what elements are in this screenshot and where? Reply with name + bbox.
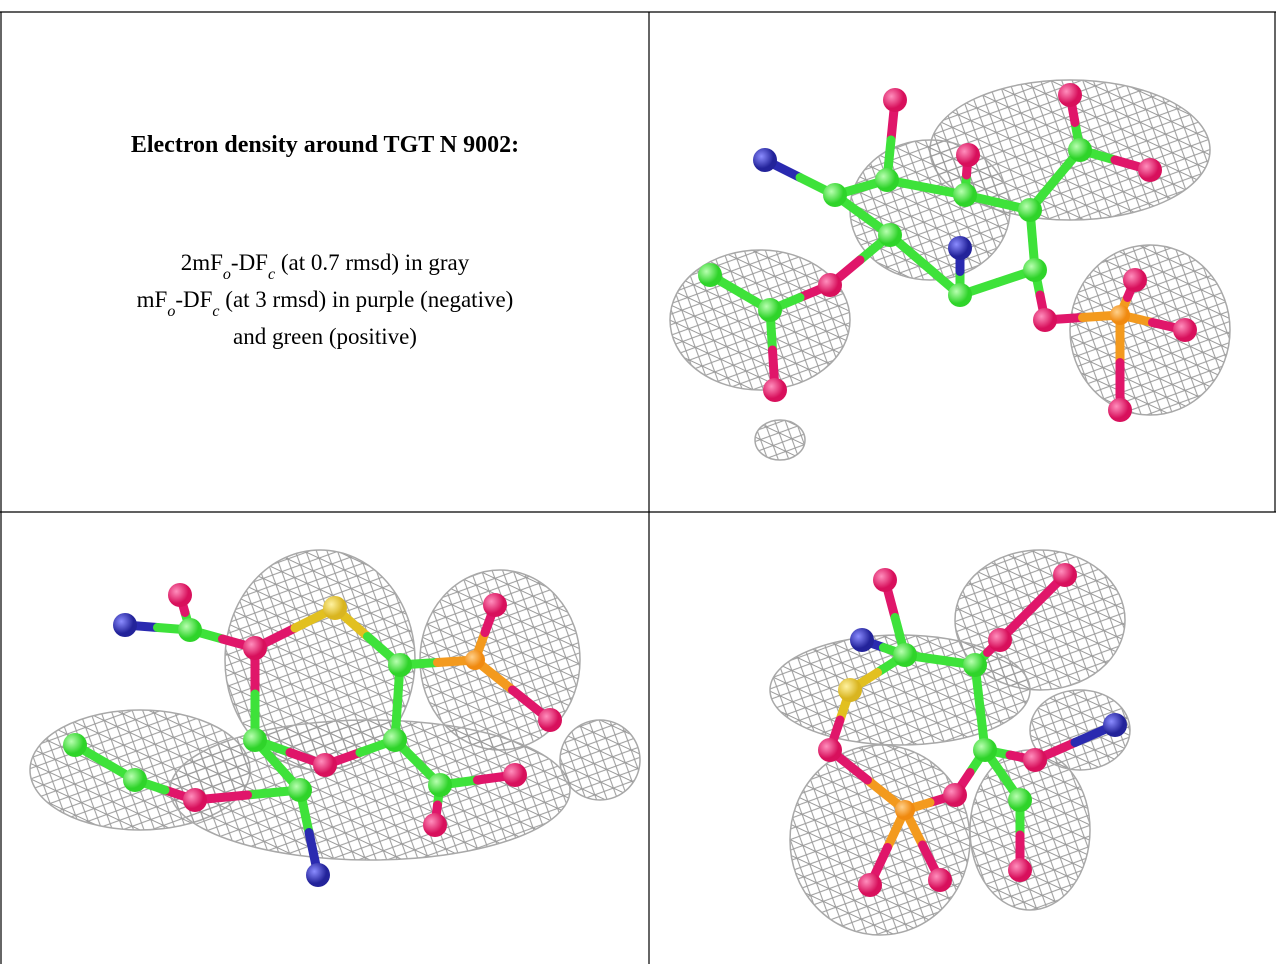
density-mesh [169, 719, 571, 861]
atom [818, 738, 842, 762]
atom [956, 143, 980, 167]
atom [1008, 788, 1032, 812]
molecule-renders [29, 79, 1231, 936]
atom [698, 263, 722, 287]
atom [1103, 713, 1127, 737]
atom [243, 728, 267, 752]
atom [973, 738, 997, 762]
atom [538, 708, 562, 732]
atom [818, 273, 842, 297]
caption-title: Electron density around TGT N 9002: [131, 132, 519, 158]
atom [113, 613, 137, 637]
grid-frame [0, 11, 1276, 964]
atom [875, 168, 899, 192]
atom [948, 283, 972, 307]
subscript: o [167, 303, 175, 320]
atom [123, 768, 147, 792]
atom [1023, 258, 1047, 282]
atom [763, 378, 787, 402]
atom [63, 733, 87, 757]
atom [953, 183, 977, 207]
density-mesh [969, 749, 1091, 911]
density-mesh [754, 419, 806, 461]
atom [948, 236, 972, 260]
atom [323, 596, 347, 620]
atom [183, 788, 207, 812]
atom [1110, 305, 1130, 325]
atom [1023, 748, 1047, 772]
text-run: and green (positive) [233, 324, 417, 349]
atom [963, 653, 987, 677]
atom [1068, 138, 1092, 162]
atom [1008, 858, 1032, 882]
atom [988, 628, 1012, 652]
density-mesh [849, 139, 1011, 281]
atom [838, 678, 862, 702]
atom [883, 88, 907, 112]
atom [1053, 563, 1077, 587]
atom [1123, 268, 1147, 292]
atom [943, 783, 967, 807]
atom [313, 753, 337, 777]
atom [823, 183, 847, 207]
text-run: 2mF [181, 250, 223, 275]
atom [423, 813, 447, 837]
atom [1108, 398, 1132, 422]
atom [758, 298, 782, 322]
atom [1058, 83, 1082, 107]
atom [1138, 158, 1162, 182]
atom [306, 863, 330, 887]
density-mesh [789, 744, 971, 936]
atom [878, 223, 902, 247]
atom [858, 873, 882, 897]
text-run: (at 0.7 rmsd) in gray [275, 250, 470, 275]
atom [1018, 198, 1042, 222]
atom [895, 800, 915, 820]
atom [388, 653, 412, 677]
atom [1173, 318, 1197, 342]
subscript: c [212, 303, 219, 320]
subscript: c [268, 266, 275, 283]
density-mesh [669, 249, 851, 391]
atom [428, 773, 452, 797]
atom [503, 763, 527, 787]
atom [753, 148, 777, 172]
atom [288, 778, 312, 802]
atom [243, 636, 267, 660]
atom [850, 628, 874, 652]
caption-line: mFo-DFc (at 3 rmsd) in purple (negative) [137, 287, 514, 320]
density-mesh [1069, 244, 1231, 416]
text-run: mF [137, 287, 168, 312]
atom [178, 618, 202, 642]
atom [383, 728, 407, 752]
atom [483, 593, 507, 617]
atom [873, 568, 897, 592]
caption-line: 2mFo-DFc (at 0.7 rmsd) in gray [181, 250, 470, 283]
text-run: -DF [175, 287, 212, 312]
atom [1033, 308, 1057, 332]
subscript: o [223, 266, 231, 283]
caption-line: and green (positive) [233, 324, 417, 349]
atom [893, 643, 917, 667]
text-run: -DF [231, 250, 268, 275]
atom [928, 868, 952, 892]
atom [465, 650, 485, 670]
atom [168, 583, 192, 607]
text-run: (at 3 rmsd) in purple (negative) [220, 287, 514, 312]
density-mesh [559, 719, 641, 801]
